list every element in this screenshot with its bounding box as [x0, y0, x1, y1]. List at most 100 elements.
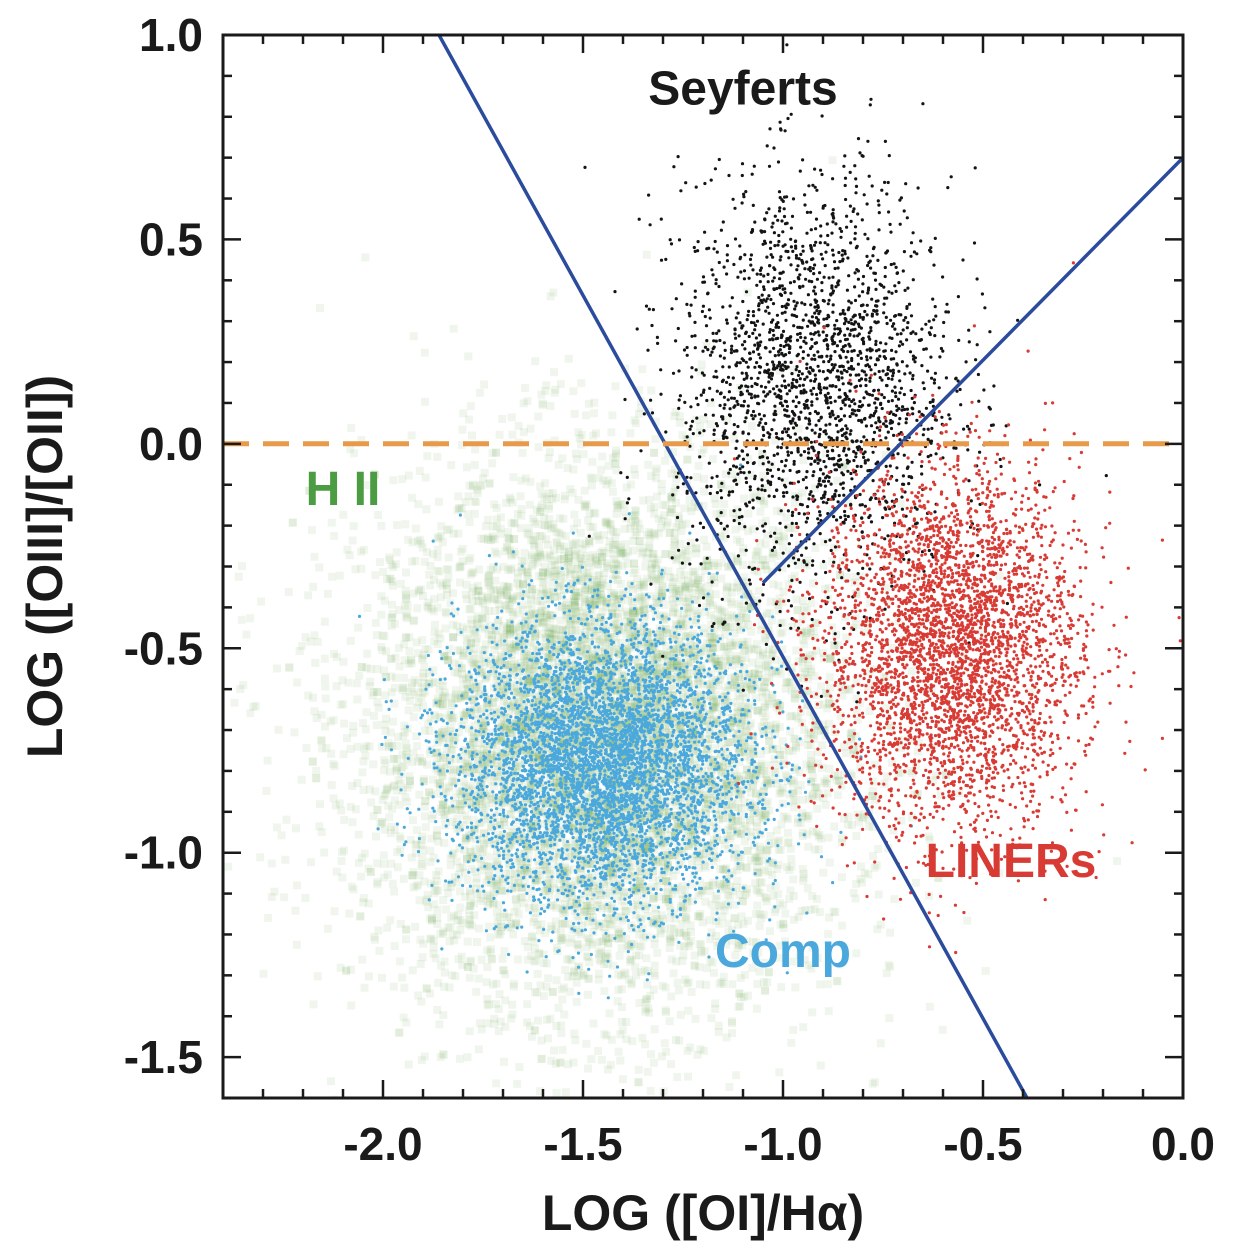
density-cell	[754, 587, 763, 595]
density-cell	[442, 565, 451, 574]
density-cell	[353, 742, 362, 751]
density-cell	[749, 772, 758, 781]
density-cell	[456, 926, 465, 935]
density-cell	[584, 1064, 592, 1073]
density-cell	[526, 747, 535, 756]
density-cell	[625, 634, 634, 643]
density-cell	[774, 581, 783, 590]
density-cell	[338, 676, 347, 685]
density-cell	[450, 911, 458, 920]
density-cell	[840, 742, 848, 751]
density-cell	[580, 598, 589, 607]
density-cell	[745, 669, 754, 678]
density-cell	[716, 620, 725, 629]
density-cell	[448, 716, 457, 725]
density-cell	[608, 411, 617, 420]
density-cell	[420, 348, 429, 357]
density-cell	[587, 906, 596, 915]
density-cell	[789, 1026, 798, 1034]
plot-area	[223, 35, 1183, 1200]
density-cell	[576, 807, 584, 816]
density-cell	[398, 973, 407, 982]
density-cell	[562, 643, 571, 652]
density-cell	[352, 679, 361, 688]
density-cell	[561, 965, 570, 974]
density-cell	[577, 751, 586, 760]
density-cell	[650, 940, 659, 949]
density-cell	[579, 780, 588, 789]
density-cell	[516, 524, 525, 533]
density-cell	[523, 397, 532, 406]
density-cell	[794, 424, 803, 433]
density-cell	[680, 943, 689, 952]
density-cell	[487, 795, 496, 804]
density-cell	[706, 420, 715, 429]
density-cell	[531, 631, 540, 640]
density-cell	[545, 624, 554, 632]
density-cell	[523, 571, 532, 580]
density-cell	[803, 687, 812, 696]
density-cell	[389, 717, 398, 726]
density-cell	[616, 703, 625, 712]
density-cell	[555, 648, 564, 657]
density-cell	[464, 633, 473, 642]
density-cell	[778, 618, 787, 627]
density-cell	[567, 881, 576, 890]
density-cell	[799, 1023, 808, 1032]
density-cell	[586, 522, 595, 531]
density-cell	[491, 607, 499, 616]
density-cell	[601, 820, 610, 829]
density-cell	[509, 629, 518, 638]
density-cell	[246, 614, 255, 623]
density-cell	[493, 672, 502, 681]
density-cell	[380, 691, 389, 700]
density-cell	[623, 547, 632, 556]
density-cell	[724, 762, 733, 771]
density-cell	[727, 600, 736, 609]
density-cell	[582, 943, 591, 952]
density-cell	[404, 535, 413, 544]
density-cell	[382, 647, 391, 656]
density-cell	[490, 595, 499, 604]
density-cell	[826, 683, 834, 692]
density-cell	[497, 651, 506, 660]
density-cell	[257, 597, 266, 606]
density-cell	[527, 591, 536, 600]
density-cell	[710, 614, 719, 623]
density-cell	[313, 972, 322, 981]
density-cell	[744, 527, 753, 536]
density-cell	[359, 545, 368, 554]
density-cell	[605, 679, 614, 688]
density-cell	[528, 679, 537, 688]
density-cell	[536, 926, 545, 935]
density-cell	[587, 1055, 596, 1064]
density-cell	[569, 608, 578, 617]
density-cell	[547, 922, 556, 931]
density-cell	[692, 666, 701, 675]
density-cell	[420, 802, 429, 811]
density-cell	[551, 688, 560, 697]
density-cell	[514, 761, 523, 770]
density-cell	[357, 564, 366, 573]
density-cell	[733, 535, 742, 544]
density-cell	[662, 877, 670, 886]
density-cell	[396, 579, 405, 588]
density-cell	[786, 524, 795, 532]
density-cell	[636, 884, 645, 893]
density-cell	[407, 853, 416, 862]
density-cell	[556, 634, 565, 643]
density-cell	[476, 1192, 484, 1200]
density-cell	[554, 1003, 563, 1012]
density-cell	[585, 935, 594, 944]
density-cell	[707, 686, 716, 695]
density-cell	[410, 676, 419, 685]
density-cell	[481, 522, 490, 531]
density-cell	[429, 949, 438, 958]
density-cell	[414, 500, 423, 509]
density-cell	[331, 801, 340, 810]
density-cell	[798, 488, 807, 497]
density-cell	[602, 1031, 611, 1040]
density-cell	[539, 400, 547, 409]
density-cell	[650, 702, 659, 710]
density-cell	[679, 687, 688, 696]
